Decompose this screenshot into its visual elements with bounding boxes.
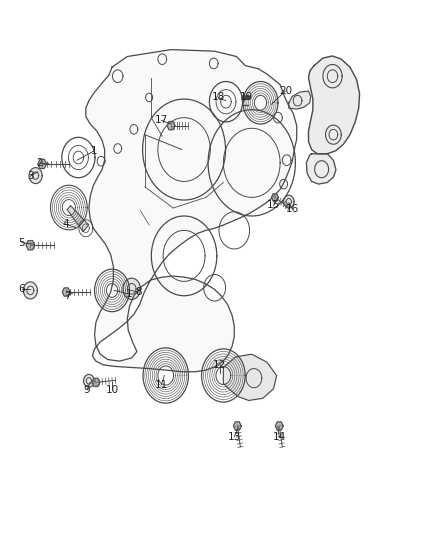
Text: 8: 8 [135, 287, 141, 297]
Text: 12: 12 [213, 360, 226, 370]
Text: 15: 15 [267, 200, 280, 211]
Polygon shape [86, 50, 297, 372]
Text: 9: 9 [84, 385, 91, 395]
Text: 18: 18 [212, 92, 225, 102]
Polygon shape [29, 167, 42, 183]
Polygon shape [92, 378, 100, 386]
Text: 19: 19 [240, 92, 253, 102]
Polygon shape [289, 91, 311, 109]
Text: 4: 4 [62, 219, 69, 229]
Text: 1: 1 [91, 146, 98, 156]
Polygon shape [284, 195, 294, 208]
Text: 17: 17 [155, 115, 168, 125]
Text: 13: 13 [228, 432, 241, 442]
Text: 5: 5 [18, 238, 25, 247]
Text: 1: 1 [126, 289, 133, 299]
Text: 10: 10 [106, 385, 119, 395]
Text: 7: 7 [64, 290, 71, 301]
Polygon shape [306, 154, 336, 184]
Text: 6: 6 [18, 285, 25, 294]
Polygon shape [38, 159, 46, 168]
Text: 16: 16 [286, 204, 299, 214]
Polygon shape [62, 288, 70, 296]
Polygon shape [84, 374, 94, 387]
Text: 3: 3 [27, 171, 34, 181]
Polygon shape [167, 122, 175, 130]
Polygon shape [272, 193, 279, 201]
Polygon shape [26, 240, 35, 250]
Text: 20: 20 [279, 86, 292, 96]
Text: 11: 11 [155, 379, 168, 390]
Polygon shape [123, 278, 141, 300]
Text: 14: 14 [272, 432, 286, 442]
Polygon shape [276, 422, 283, 430]
Polygon shape [67, 206, 88, 232]
Polygon shape [233, 422, 241, 430]
Polygon shape [308, 56, 360, 154]
Text: 2: 2 [37, 158, 43, 168]
Polygon shape [23, 282, 37, 299]
Polygon shape [223, 354, 277, 400]
